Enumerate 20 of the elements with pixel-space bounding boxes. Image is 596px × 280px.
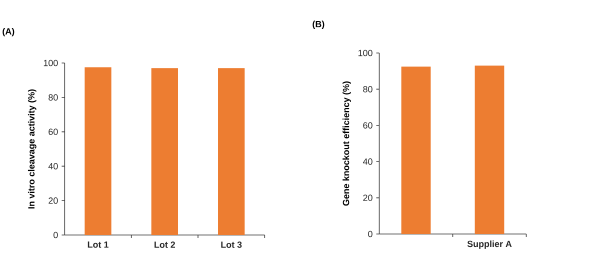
- y-axis-title: In vitro cleavage activity (%): [28, 89, 36, 208]
- chart-title: (A): [2, 28, 14, 36]
- y-tick-label: 60: [48, 128, 58, 135]
- y-tick-label: 20: [48, 197, 58, 204]
- y-tick-label: 100: [44, 60, 58, 66]
- y-axis-title: Gene knockout efficiency (%): [342, 81, 351, 206]
- y-tick-label: 40: [48, 163, 58, 170]
- y-tick-label: 40: [362, 158, 372, 165]
- y-tick-label: 100: [358, 50, 372, 56]
- x-tick-label: Lot 1: [88, 242, 108, 248]
- y-tick-label: 80: [363, 86, 372, 92]
- y-tick-label: 60: [363, 122, 372, 129]
- y-tick-label: 0: [54, 232, 58, 238]
- y-tick-label: 20: [363, 194, 372, 201]
- chart-title: (B): [312, 20, 324, 30]
- y-tick-label: 0: [368, 230, 372, 238]
- y-tick-label: 80: [48, 94, 58, 101]
- x-tick-label: Lot 3: [221, 242, 242, 248]
- x-tick-label: Supplier A: [467, 240, 512, 249]
- x-tick-label: Lot 2: [154, 242, 176, 248]
